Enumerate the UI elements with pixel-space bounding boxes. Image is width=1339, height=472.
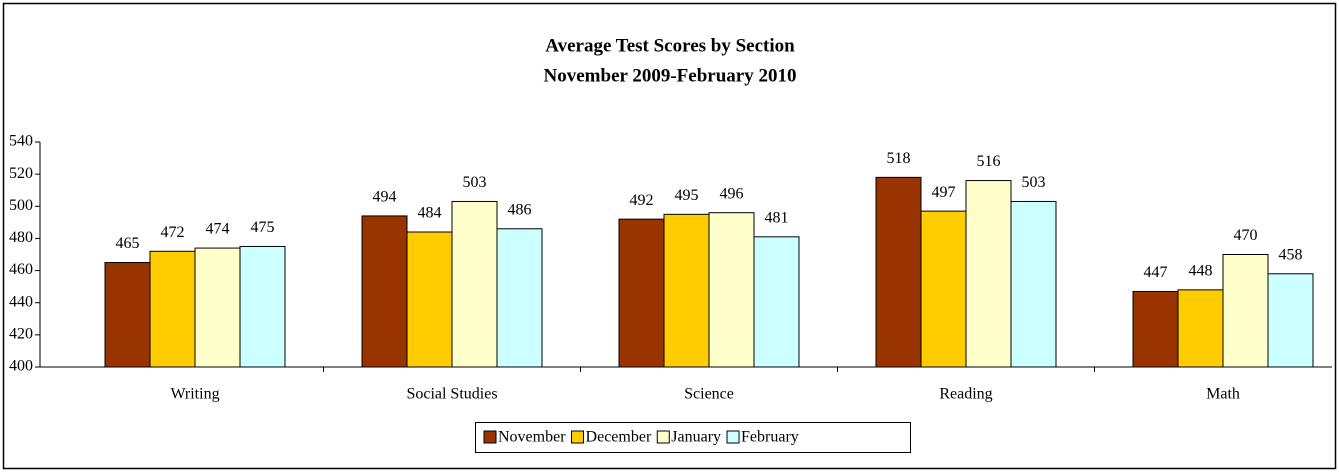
bar <box>1267 273 1314 368</box>
bar <box>239 245 286 368</box>
legend-swatch <box>656 430 670 444</box>
bar <box>875 176 922 368</box>
data-label: 474 <box>206 221 230 238</box>
bar <box>920 210 967 368</box>
data-label: 475 <box>251 219 275 236</box>
y-tick-label: 540 <box>9 133 33 150</box>
y-tick-label: 400 <box>9 358 33 375</box>
x-tick-label: Science <box>684 386 734 403</box>
data-label: 492 <box>630 192 654 209</box>
bar <box>708 212 755 368</box>
bar <box>663 213 710 368</box>
x-tick-label: Social Studies <box>406 386 497 403</box>
x-tick-label: Math <box>1206 386 1240 403</box>
y-tick-label: 440 <box>9 293 33 310</box>
legend-swatch <box>483 430 497 444</box>
bar <box>965 180 1012 368</box>
bar <box>451 200 498 368</box>
bar <box>1132 290 1179 368</box>
data-label: 516 <box>977 153 1001 170</box>
data-label: 481 <box>765 209 789 226</box>
bar <box>149 250 196 368</box>
legend-label: January <box>671 429 721 446</box>
bar <box>1010 200 1057 368</box>
legend-label: November <box>498 429 566 446</box>
data-label: 472 <box>161 224 185 241</box>
data-label: 447 <box>1144 264 1168 281</box>
bar <box>361 215 408 368</box>
legend-label: December <box>586 429 652 446</box>
data-label: 497 <box>932 184 956 201</box>
bar <box>753 236 800 368</box>
chart-subtitle: November 2009-February 2010 <box>544 65 797 86</box>
bar <box>618 218 665 368</box>
bar <box>194 247 241 368</box>
data-label: 484 <box>418 205 442 222</box>
y-tick-label: 460 <box>9 261 33 278</box>
bar <box>104 262 151 368</box>
y-tick-label: 500 <box>9 197 33 214</box>
bar <box>1177 289 1224 368</box>
data-label: 448 <box>1189 263 1213 280</box>
data-label: 496 <box>720 185 744 202</box>
data-label: 465 <box>116 235 140 252</box>
bar <box>406 231 453 368</box>
legend-swatch <box>726 430 740 444</box>
data-label: 503 <box>1022 174 1046 191</box>
x-tick-label: Reading <box>939 386 992 403</box>
legend-swatch <box>571 430 585 444</box>
data-label: 503 <box>463 174 487 191</box>
bar <box>496 228 543 368</box>
legend-label: February <box>741 429 799 446</box>
data-label: 458 <box>1279 246 1303 263</box>
bar <box>1222 254 1269 368</box>
data-label: 494 <box>373 189 397 206</box>
y-tick-label: 420 <box>9 326 33 343</box>
data-label: 486 <box>508 201 532 218</box>
legend-box <box>475 422 911 453</box>
y-tick-label: 480 <box>9 229 33 246</box>
data-label: 495 <box>675 187 699 204</box>
data-label: 518 <box>887 150 911 167</box>
data-label: 470 <box>1234 227 1258 244</box>
y-tick-label: 520 <box>9 165 33 182</box>
x-tick-label: Writing <box>170 386 219 403</box>
chart-title: Average Test Scores by Section <box>545 35 795 56</box>
